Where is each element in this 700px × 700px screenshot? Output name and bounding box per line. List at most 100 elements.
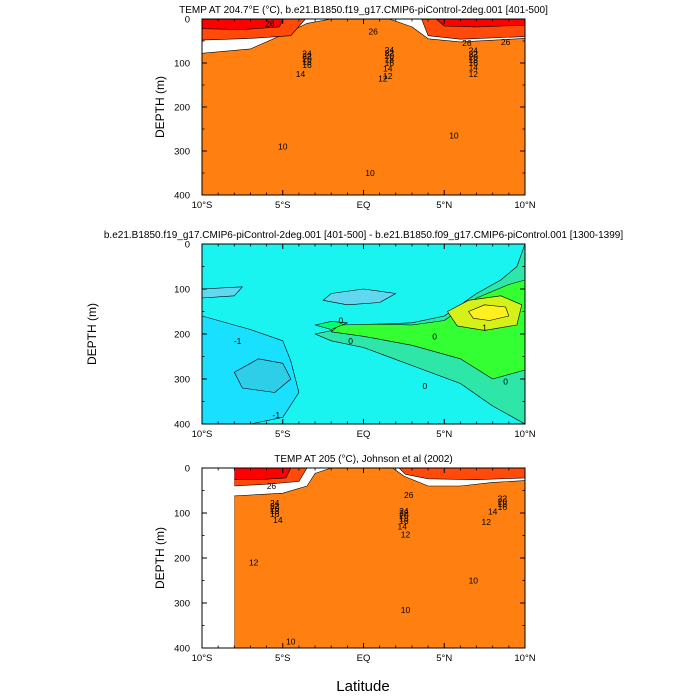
contour-label: 26 [368, 26, 378, 36]
contour-label: 12 [469, 69, 479, 79]
contour-label: 26 [462, 38, 472, 48]
x-tick-label: 10°N [514, 653, 535, 664]
y-axis-label: DEPTH (m) [85, 303, 99, 365]
x-tick-label: 5°N [436, 653, 452, 664]
x-axis-label: Latitude [336, 678, 389, 695]
x-tick-label: 5°S [275, 429, 290, 440]
contour-label: 24 [302, 48, 312, 58]
x-tick-label: 10°N [514, 200, 535, 211]
y-tick-label: 200 [174, 103, 190, 114]
panel-3: 2626242220181614121010102422201816141222… [153, 454, 536, 664]
y-axis-label: DEPTH (m) [153, 76, 167, 138]
contour-label: 16 [385, 58, 395, 68]
contour-label: 16 [469, 58, 479, 68]
contour-band-5 [202, 286, 243, 299]
contour-label: 20 [399, 511, 409, 521]
y-tick-label: 300 [174, 147, 190, 158]
contour-label: 1 [482, 322, 487, 332]
contour-band-20 [398, 468, 525, 480]
contour-label: 24 [399, 506, 409, 516]
contour-label: 20 [498, 496, 508, 506]
contour-label: 10 [401, 605, 411, 615]
y-tick-label: 0 [185, 15, 190, 26]
contour-label: 18 [385, 54, 395, 64]
contour-field: -1-100 00 01 [202, 244, 525, 424]
y-axis-label: DEPTH (m) [153, 527, 167, 589]
contour-label: 10 [449, 131, 459, 141]
contour-band-7 [314, 321, 348, 330]
x-tick-label: 10°S [192, 200, 213, 211]
contour-label: 12 [383, 71, 393, 81]
y-tick-label: 300 [174, 375, 190, 386]
contour-label: -1 [273, 410, 281, 420]
contour-label: 0 [423, 381, 428, 391]
contour-label: 14 [398, 522, 408, 532]
contour-label: 18 [302, 57, 312, 67]
contour-label: 14 [488, 507, 498, 517]
contour-label: 12 [401, 530, 411, 540]
y-tick-label: 400 [174, 644, 190, 655]
y-tick-label: 0 [185, 464, 190, 475]
x-tick-label: 10°S [192, 653, 213, 664]
contour-label: 16 [270, 509, 280, 519]
contour-field: 2626242220181614121010102422201816141222… [202, 468, 525, 648]
contour-label: 16 [498, 502, 508, 512]
contour-label: 18 [399, 513, 409, 523]
contour-label: 26 [267, 481, 277, 491]
x-tick-label: 5°N [436, 200, 452, 211]
y-tick-label: 200 [174, 330, 190, 341]
contour-label: 22 [498, 494, 508, 504]
panel-title: TEMP AT 205 (°C), Johnson et al (2002) [274, 454, 453, 465]
contour-label: 0 [432, 331, 437, 341]
contour-label: -1 [234, 336, 242, 346]
x-tick-label: 5°S [275, 653, 290, 664]
contour-label: 18 [498, 499, 508, 509]
contour-label: 24 [469, 46, 479, 56]
x-tick-label: 5°N [436, 429, 452, 440]
contour-label: 26 [265, 18, 275, 28]
panel-2: -1-100 00 01b.e21.B1850.f19_g17.CMIP6-piCo… [85, 230, 623, 440]
x-tick-label: 10°S [192, 429, 213, 440]
y-tick-label: 300 [174, 599, 190, 610]
x-tick-label: EQ [357, 200, 371, 211]
contour-label: 12 [482, 517, 492, 527]
y-tick-label: 400 [174, 191, 190, 202]
y-tick-label: 100 [174, 285, 190, 296]
contour-label: 20 [469, 52, 479, 62]
contour-label: 18 [469, 55, 479, 65]
contour-band-10 [234, 358, 292, 393]
x-tick-label: 5°S [275, 200, 290, 211]
y-tick-label: 0 [185, 240, 190, 251]
contour-band-4 [322, 288, 397, 306]
contour-band-9 [468, 304, 510, 321]
contour-label: 10 [365, 168, 375, 178]
y-tick-label: 100 [174, 509, 190, 520]
contour-label: 14 [296, 69, 306, 79]
x-tick-label: EQ [357, 653, 371, 664]
contour-label: 22 [399, 508, 409, 518]
contour-label: 20 [270, 504, 280, 514]
contour-label: 0 [348, 336, 353, 346]
contour-label: 20 [302, 54, 312, 64]
y-tick-label: 400 [174, 420, 190, 431]
x-tick-label: EQ [357, 429, 371, 440]
contour-label: 14 [273, 515, 283, 525]
contour-label: 22 [469, 49, 479, 59]
contour-label: 20 [385, 51, 395, 61]
contour-band-22 [435, 19, 525, 28]
contour-label: 0 [503, 376, 508, 386]
contour-label: 0 [339, 316, 344, 326]
panel-title: TEMP AT 204.7°E (°C), b.e21.B1850.f19_g1… [179, 5, 548, 16]
contour-band-21 [202, 19, 284, 30]
panel-title: b.e21.B1850.f19_g17.CMIP6-piControl-2deg… [104, 230, 623, 241]
contour-label: 10 [286, 636, 296, 646]
contour-label: 16 [302, 60, 312, 70]
contour-label: 26 [404, 490, 414, 500]
contour-label: 18 [270, 506, 280, 516]
contour-label: 10 [469, 576, 479, 586]
contour-label: 22 [385, 48, 395, 58]
contour-label: 14 [383, 63, 393, 73]
